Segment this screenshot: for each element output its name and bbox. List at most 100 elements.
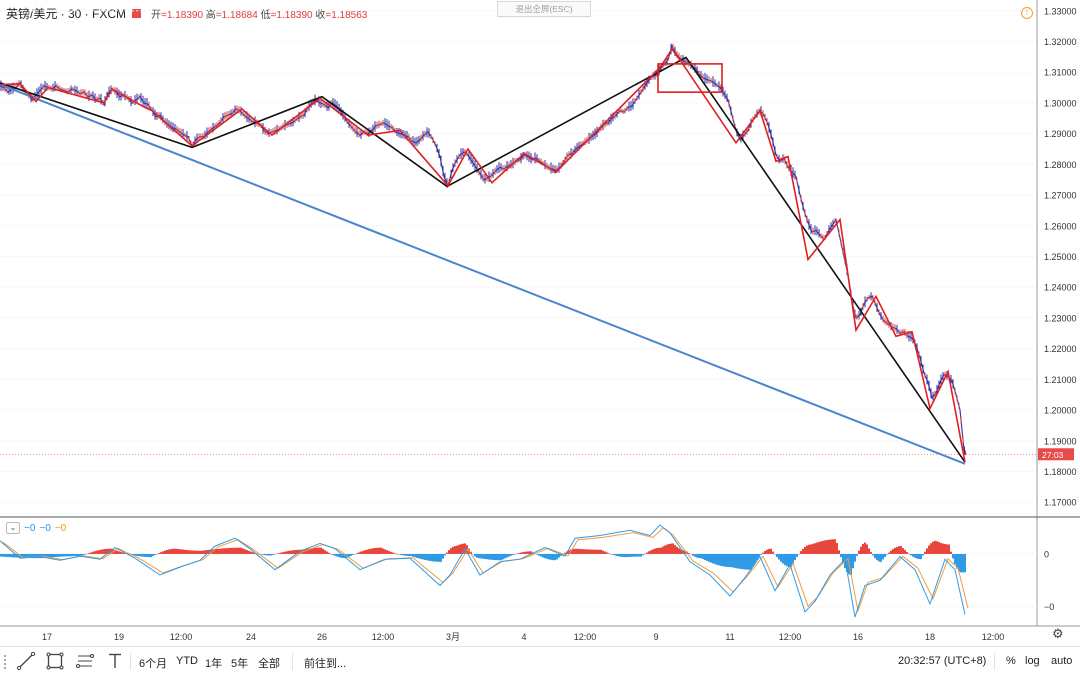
histogram-bar bbox=[190, 550, 192, 554]
histogram-bar bbox=[280, 552, 282, 554]
histogram-bar bbox=[812, 543, 814, 554]
histogram-bar bbox=[30, 553, 32, 559]
price-axis[interactable]: 1.33000 1.32000 1.31000 1.30000 1.29000 1.280… bbox=[0, 0, 1080, 626]
histogram-bar bbox=[816, 542, 818, 554]
rectangle-tool-icon[interactable] bbox=[45, 651, 65, 671]
histogram-bar bbox=[588, 549, 590, 554]
histogram-bar bbox=[396, 553, 398, 555]
collapse-toggle-icon[interactable]: ⌄ bbox=[6, 522, 20, 534]
range-all-button[interactable]: 全部 bbox=[258, 658, 280, 670]
histogram-bar bbox=[704, 553, 706, 561]
histogram-bar bbox=[132, 553, 134, 556]
histogram-bar bbox=[286, 551, 288, 554]
histogram-bar bbox=[134, 553, 136, 556]
histogram-bar bbox=[890, 550, 892, 554]
histogram-bar bbox=[26, 553, 28, 558]
histogram-bar bbox=[598, 549, 600, 554]
fib-retracement-tool-icon[interactable] bbox=[75, 651, 95, 671]
histogram-bar bbox=[840, 553, 842, 558]
histogram-bar bbox=[268, 553, 270, 556]
histogram-bar bbox=[766, 549, 768, 554]
histogram-bar bbox=[884, 553, 886, 557]
rectangle-drawing[interactable] bbox=[657, 63, 723, 93]
indicator-value-2: −0 bbox=[39, 522, 51, 534]
histogram-bar bbox=[716, 553, 718, 565]
indicator-legend: ⌄ −0 −0 −0 bbox=[6, 522, 66, 534]
histogram-bar bbox=[508, 553, 510, 557]
histogram-bar bbox=[832, 539, 834, 554]
histogram-bar bbox=[440, 553, 442, 562]
histogram-bar bbox=[804, 546, 806, 554]
histogram-bar bbox=[108, 548, 110, 554]
histogram-bar bbox=[182, 549, 184, 554]
histogram-bar bbox=[206, 550, 208, 554]
histogram-bar bbox=[74, 553, 76, 557]
histogram-bar bbox=[646, 552, 648, 554]
price-tick-label: 1.23000 bbox=[1044, 313, 1077, 323]
histogram-bar bbox=[430, 553, 432, 562]
histogram-bar bbox=[262, 553, 264, 555]
warning-icon[interactable]: ! bbox=[1021, 7, 1033, 19]
range-6m-button[interactable]: 6个月 bbox=[139, 658, 168, 670]
histogram-bar bbox=[602, 550, 604, 554]
settings-gear-icon[interactable]: ⚙ bbox=[1052, 626, 1064, 641]
histogram-bar bbox=[674, 545, 676, 554]
histogram-bar bbox=[852, 553, 854, 569]
time-axis[interactable]: 17 19 12:00 24 26 12:00 3月 4 12:00 9 11 12:00 16 18 12… bbox=[0, 625, 1080, 642]
percent-scale-button[interactable]: % bbox=[1006, 655, 1016, 667]
histogram-bar bbox=[600, 549, 602, 554]
macd-line bbox=[0, 524, 966, 618]
histogram-bar bbox=[64, 553, 66, 557]
range-1y-button[interactable]: 1年 bbox=[205, 658, 223, 670]
trend-line-tool-icon[interactable] bbox=[16, 651, 36, 671]
black-zigzag[interactable] bbox=[0, 56, 966, 463]
histogram-bar bbox=[242, 548, 244, 554]
indicator-value-1: −0 bbox=[24, 522, 36, 534]
blue-trendline[interactable] bbox=[0, 83, 966, 465]
histogram-bar bbox=[658, 547, 660, 554]
log-scale-button[interactable]: log bbox=[1025, 655, 1040, 667]
toolbar-grip-icon[interactable] bbox=[4, 655, 10, 669]
histogram-bar bbox=[684, 550, 686, 554]
histogram-bar bbox=[800, 551, 802, 554]
histogram-bar bbox=[898, 546, 900, 554]
auto-scale-button[interactable]: auto bbox=[1051, 655, 1073, 667]
histogram-bar bbox=[116, 550, 118, 554]
histogram-bar bbox=[368, 549, 370, 554]
red-zigzag[interactable] bbox=[0, 47, 966, 463]
price-tick-label: 1.29000 bbox=[1044, 129, 1077, 139]
chart-canvas[interactable]: 1.33000 1.32000 1.31000 1.30000 1.29000 1.280… bbox=[0, 0, 1080, 646]
histogram-bar bbox=[774, 553, 776, 555]
histogram-bar bbox=[214, 549, 216, 554]
histogram-bar bbox=[760, 553, 762, 555]
histogram-bar bbox=[626, 553, 628, 558]
histogram-bar bbox=[536, 553, 538, 555]
histogram-bar bbox=[372, 548, 374, 554]
go-to-date-button[interactable]: 前往到... bbox=[304, 658, 347, 670]
histogram-bar bbox=[510, 553, 512, 556]
histogram-bar bbox=[750, 553, 752, 570]
histogram-bar bbox=[742, 553, 744, 570]
histogram-bar bbox=[486, 553, 488, 560]
clock-display[interactable]: 20:32:57 (UTC+8) bbox=[898, 655, 987, 667]
histogram-bar bbox=[732, 553, 734, 568]
time-tick-label: 12:00 bbox=[372, 632, 395, 642]
histogram-bar bbox=[656, 548, 658, 554]
histogram-bar bbox=[512, 553, 514, 556]
range-ytd-button[interactable]: YTD bbox=[176, 655, 198, 667]
histogram-bar bbox=[154, 553, 156, 556]
histogram-bar bbox=[106, 548, 108, 554]
histogram-bar bbox=[12, 553, 14, 558]
range-5y-button[interactable]: 5年 bbox=[231, 658, 249, 670]
last-price-badge bbox=[1038, 448, 1074, 461]
histogram-bar bbox=[900, 546, 902, 554]
histogram-bar bbox=[552, 553, 554, 561]
text-tool-icon[interactable] bbox=[105, 651, 125, 671]
exit-fullscreen-button[interactable]: 退出全屏(ESC) bbox=[497, 1, 591, 17]
histogram-bar bbox=[638, 553, 640, 557]
histogram-bar bbox=[238, 547, 240, 554]
histogram-bar bbox=[316, 547, 318, 554]
histogram-bar bbox=[906, 552, 908, 554]
time-tick-label: 12:00 bbox=[779, 632, 802, 642]
histogram-bar bbox=[956, 553, 958, 569]
